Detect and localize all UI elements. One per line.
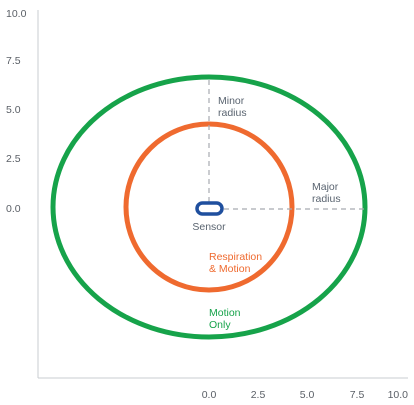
sensor-label: Sensor bbox=[192, 221, 226, 233]
x-tick-label: 2.5 bbox=[251, 389, 266, 401]
respiration-motion-zone-ring bbox=[123, 121, 295, 293]
y-tick-label: 0.0 bbox=[6, 203, 21, 215]
y-tick-label: 5.0 bbox=[6, 104, 21, 116]
x-tick-label: 5.0 bbox=[300, 389, 315, 401]
x-tick-label: 0.0 bbox=[202, 389, 217, 401]
y-tick-label: 7.5 bbox=[6, 55, 21, 67]
respiration-motion-label: Respiration bbox=[209, 251, 262, 263]
respiration-motion-label: & Motion bbox=[209, 263, 251, 275]
major-radius-label: Major bbox=[312, 181, 339, 193]
x-tick-label: 10.0 bbox=[388, 389, 409, 401]
y-tick-label: 2.5 bbox=[6, 153, 21, 165]
motion-only-label: Only bbox=[209, 319, 231, 331]
minor-radius-label: Minor bbox=[218, 95, 245, 107]
motion-only-zone-ring bbox=[50, 74, 368, 340]
y-tick-label: 10.0 bbox=[6, 8, 27, 20]
major-radius-label: radius bbox=[312, 193, 341, 205]
motion-only-label: Motion bbox=[209, 307, 241, 319]
sensor-pill-icon bbox=[195, 201, 224, 216]
minor-radius-label: radius bbox=[218, 107, 247, 119]
x-tick-label: 7.5 bbox=[350, 389, 365, 401]
